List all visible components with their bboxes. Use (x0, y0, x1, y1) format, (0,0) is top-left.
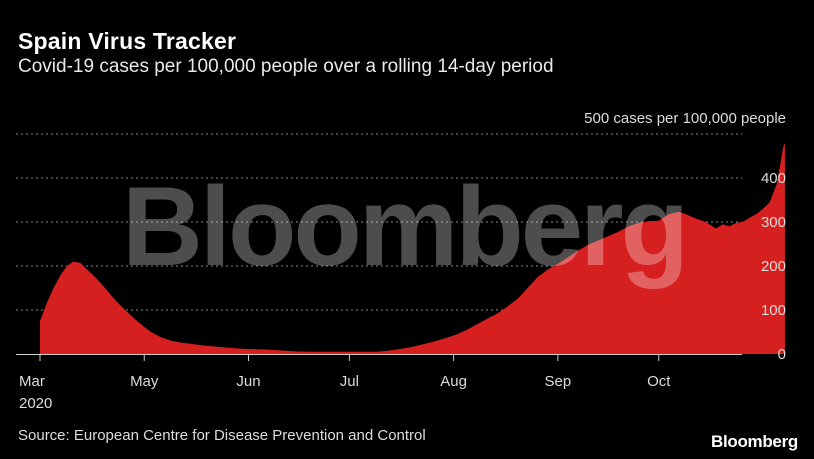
source-note: Source: European Centre for Disease Prev… (18, 427, 426, 444)
x-tick-label: Oct (647, 373, 671, 390)
bloomberg-logo: Bloomberg (710, 432, 798, 451)
chart-title: Spain Virus Tracker (18, 28, 237, 54)
chart-subtitle: Covid-19 cases per 100,000 people over a… (18, 56, 554, 77)
y-tick-label: 200 (761, 258, 786, 275)
x-tick-label: Mar (19, 373, 45, 390)
y-tick-label: 300 (761, 214, 786, 231)
x-axis-ticks: Mar 2020 May Jun Jul Aug Sep Oct (19, 354, 671, 412)
y-tick-label: 0 (778, 346, 786, 363)
x-tick-label: Aug (440, 373, 467, 390)
cases-area (40, 142, 785, 354)
y-tick-label: 400 (761, 170, 786, 187)
y-axis-ticks: 0 100 200 300 400 (761, 170, 786, 363)
x-tick-label: Sep (545, 373, 572, 390)
y-axis-label: 500 cases per 100,000 people (584, 110, 786, 127)
y-tick-label: 100 (761, 302, 786, 319)
x-tick-label: Jun (236, 373, 260, 390)
x-tick-sublabel: 2020 (19, 395, 52, 412)
bloomberg-watermark: Bloomberg (122, 164, 686, 289)
x-tick-label: May (130, 373, 159, 390)
x-tick-label: Jul (340, 373, 359, 390)
